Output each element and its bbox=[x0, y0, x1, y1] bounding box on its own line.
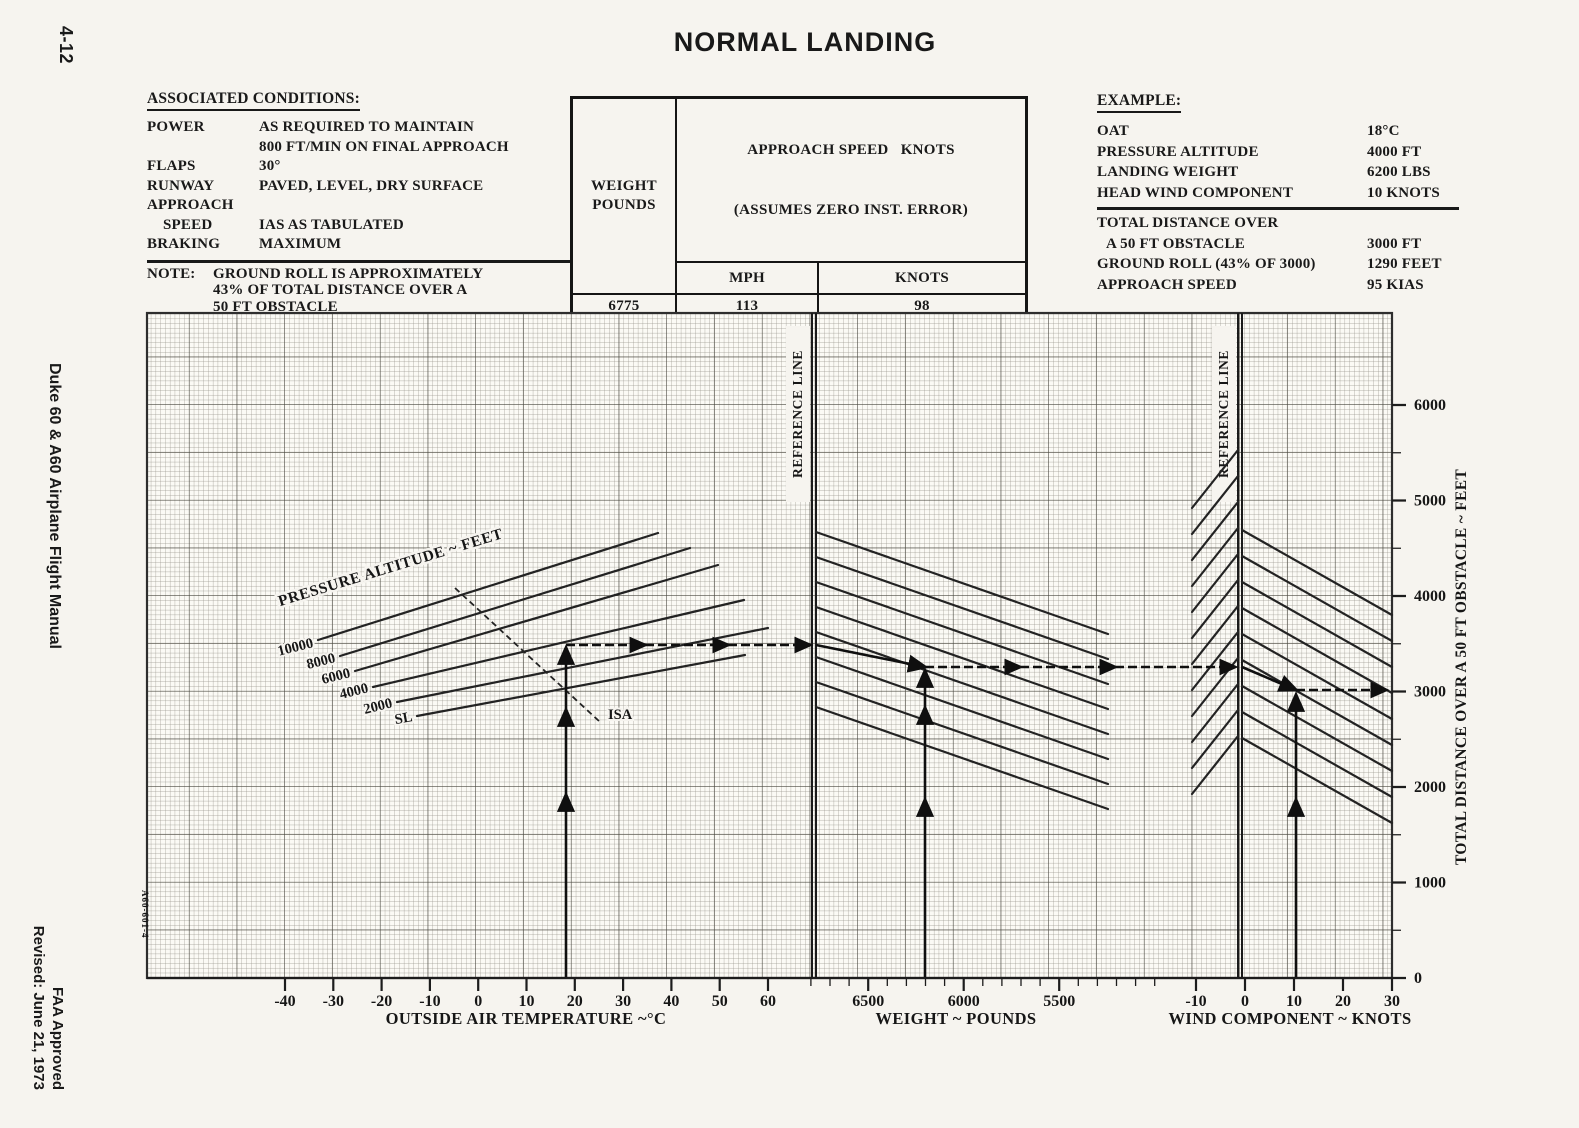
svg-text:-40: -40 bbox=[274, 993, 295, 1010]
faa-approved-line: FAA Approved bbox=[49, 986, 66, 1090]
svg-text:30: 30 bbox=[615, 993, 631, 1010]
wind-fan bbox=[1240, 528, 1394, 825]
chart-doc-code: A60-601-4 bbox=[140, 890, 150, 939]
svg-text:-30: -30 bbox=[323, 993, 344, 1010]
example-row: APPROACH SPEED 95 KIAS bbox=[1097, 276, 1424, 293]
condition-row: SPEED IAS AS TABULATED bbox=[163, 216, 404, 233]
weight-column-header: WEIGHT POUNDS bbox=[570, 96, 677, 295]
svg-text:3000: 3000 bbox=[1414, 684, 1446, 701]
y-axis bbox=[1392, 403, 1406, 980]
condition-row: 800 FT/MIN ON FINAL APPROACH bbox=[259, 138, 509, 155]
isa-label: ISA bbox=[608, 707, 633, 723]
distance-tick-labels: 6000 5000 4000 3000 2000 1000 0 bbox=[1414, 397, 1446, 987]
svg-text:0: 0 bbox=[474, 993, 482, 1010]
approval-block: FAA Approved Revised: June 21, 1973 bbox=[29, 866, 67, 1090]
svg-text:4000: 4000 bbox=[1414, 588, 1446, 605]
revision-date-line: Revised: June 21, 1973 bbox=[30, 925, 47, 1090]
svg-text:60: 60 bbox=[760, 993, 776, 1010]
svg-text:-10: -10 bbox=[1185, 993, 1206, 1010]
svg-text:6000: 6000 bbox=[948, 993, 980, 1010]
reference-line-label-box bbox=[1212, 326, 1236, 502]
approach-speed-group-header: APPROACH SPEED KNOTS (ASSUMES ZERO INST.… bbox=[675, 96, 1028, 263]
x-axis bbox=[147, 976, 1394, 991]
example-row: HEAD WIND COMPONENT 10 KNOTS bbox=[1097, 184, 1440, 201]
note-line: GROUND ROLL IS APPROXIMATELY bbox=[213, 265, 484, 282]
associated-conditions-rows: POWER AS REQUIRED TO MAINTAIN 800 FT/MIN … bbox=[147, 118, 571, 255]
wind-tick-labels: -10 0 10 20 30 bbox=[1185, 993, 1400, 1010]
example-heading: EXAMPLE: bbox=[1097, 92, 1182, 113]
example-block: EXAMPLE: OAT 18°C PRESSURE ALTITUDE 4000 F… bbox=[1097, 92, 1459, 295]
reference-line-label: REFERENCE LINE bbox=[790, 350, 805, 478]
note-block: NOTE: GROUND ROLL IS APPROXIMATELY 43% O… bbox=[147, 266, 571, 316]
landing-distance-nomograph: REFERENCE LINE REFERENCE LINE PRESSURE A… bbox=[140, 311, 1470, 1028]
svg-text:6000: 6000 bbox=[1414, 397, 1446, 414]
divider-rule bbox=[147, 259, 571, 263]
svg-text:20: 20 bbox=[1335, 993, 1351, 1010]
svg-text:5000: 5000 bbox=[1414, 493, 1446, 510]
manual-side-title: Duke 60 & A60 Airplane Flight Manual bbox=[46, 363, 63, 649]
note-label: NOTE: bbox=[147, 265, 196, 282]
knots-column-header: KNOTS bbox=[817, 261, 1028, 295]
example-row: TOTAL DISTANCE OVER bbox=[1097, 215, 1279, 231]
svg-text:50: 50 bbox=[712, 993, 728, 1010]
svg-text:0: 0 bbox=[1414, 970, 1422, 987]
associated-conditions-block: ASSOCIATED CONDITIONS: POWER AS REQUIRED … bbox=[147, 90, 571, 315]
svg-text:6500: 6500 bbox=[852, 993, 884, 1010]
svg-text:1000: 1000 bbox=[1414, 875, 1446, 892]
page-number: 4-12 bbox=[56, 26, 76, 65]
note-line: 50 FT OBSTACLE bbox=[213, 298, 338, 315]
svg-text:2000: 2000 bbox=[1414, 779, 1446, 796]
svg-text:40: 40 bbox=[663, 993, 679, 1010]
example-row: LANDING WEIGHT 6200 LBS bbox=[1097, 164, 1431, 180]
page-title: NORMAL LANDING bbox=[673, 27, 937, 57]
svg-text:10: 10 bbox=[1286, 993, 1302, 1010]
svg-text:5500: 5500 bbox=[1043, 993, 1075, 1010]
condition-row: RUNWAY PAVED, LEVEL, DRY SURFACE bbox=[147, 177, 484, 194]
wind-axis-title: WIND COMPONENT ~ KNOTS bbox=[1168, 1009, 1411, 1028]
mph-column-header: MPH bbox=[674, 261, 820, 295]
reference-line-label: REFERENCE LINE bbox=[1216, 350, 1231, 478]
weight-axis-title: WEIGHT ~ POUNDS bbox=[876, 1009, 1037, 1028]
reference-line-label-box bbox=[786, 326, 810, 502]
svg-text:20: 20 bbox=[567, 993, 583, 1010]
weight-tick-labels: 6500 6000 5500 bbox=[852, 993, 1075, 1010]
note-line: 43% OF TOTAL DISTANCE OVER A bbox=[213, 282, 468, 298]
svg-text:10: 10 bbox=[519, 993, 535, 1010]
oat-axis-title: OUTSIDE AIR TEMPERATURE ~°C bbox=[386, 1009, 667, 1028]
condition-row: APPROACH bbox=[147, 197, 234, 213]
pa-line-label: SL bbox=[393, 709, 414, 728]
svg-text:-20: -20 bbox=[371, 993, 392, 1010]
isa-line bbox=[454, 587, 601, 723]
example-row: A 50 FT OBSTACLE 3000 FT bbox=[1106, 235, 1422, 252]
wind-correction-band bbox=[1190, 448, 1240, 796]
distance-axis-title: TOTAL DISTANCE OVER A 50 FT OBSTACLE ~ F… bbox=[1453, 469, 1470, 865]
svg-text:30: 30 bbox=[1384, 993, 1400, 1010]
condition-row: FLAPS 30° bbox=[147, 158, 281, 174]
example-trace bbox=[556, 636, 1390, 978]
svg-text:-10: -10 bbox=[419, 993, 440, 1010]
divider-rule bbox=[1097, 207, 1459, 210]
associated-conditions-heading: ASSOCIATED CONDITIONS: bbox=[147, 90, 360, 111]
condition-row: BRAKING MAXIMUM bbox=[147, 236, 342, 252]
condition-row: POWER AS REQUIRED TO MAINTAIN bbox=[147, 119, 475, 135]
example-row: OAT 18°C bbox=[1097, 123, 1400, 139]
svg-text:0: 0 bbox=[1241, 993, 1249, 1010]
example-row: GROUND ROLL (43% OF 3000) 1290 FEET bbox=[1097, 256, 1442, 272]
oat-tick-labels: -40 -30 -20 -10 0 10 20 30 40 50 60 bbox=[274, 993, 776, 1010]
example-row: PRESSURE ALTITUDE 4000 FT bbox=[1097, 143, 1422, 160]
